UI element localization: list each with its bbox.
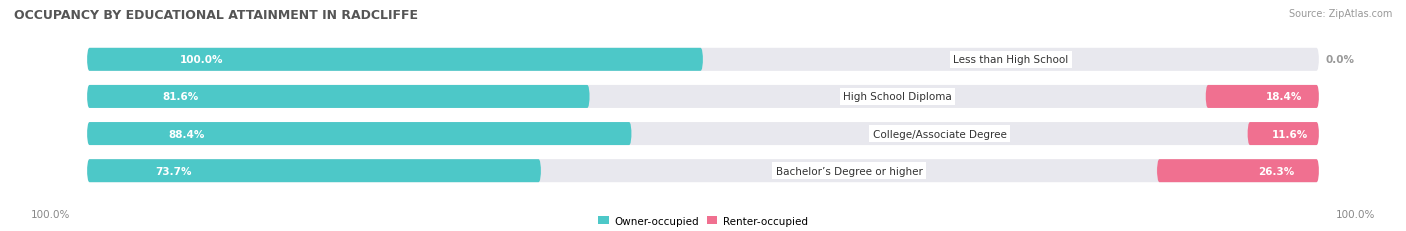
- FancyBboxPatch shape: [87, 85, 1319, 109]
- FancyBboxPatch shape: [87, 122, 631, 146]
- FancyBboxPatch shape: [1157, 159, 1319, 182]
- FancyBboxPatch shape: [1247, 122, 1319, 146]
- FancyBboxPatch shape: [87, 159, 1319, 182]
- FancyBboxPatch shape: [87, 159, 541, 182]
- Text: High School Diploma: High School Diploma: [844, 92, 952, 102]
- FancyBboxPatch shape: [87, 122, 1319, 146]
- Text: 100.0%: 100.0%: [180, 55, 224, 65]
- Text: Source: ZipAtlas.com: Source: ZipAtlas.com: [1288, 9, 1392, 19]
- Text: 100.0%: 100.0%: [31, 210, 70, 219]
- Text: College/Associate Degree: College/Associate Degree: [873, 129, 1007, 139]
- FancyBboxPatch shape: [87, 85, 589, 109]
- Text: 18.4%: 18.4%: [1265, 92, 1302, 102]
- Text: Bachelor’s Degree or higher: Bachelor’s Degree or higher: [776, 166, 922, 176]
- Text: OCCUPANCY BY EDUCATIONAL ATTAINMENT IN RADCLIFFE: OCCUPANCY BY EDUCATIONAL ATTAINMENT IN R…: [14, 9, 418, 22]
- Text: 73.7%: 73.7%: [155, 166, 191, 176]
- Text: 11.6%: 11.6%: [1272, 129, 1308, 139]
- FancyBboxPatch shape: [1205, 85, 1319, 109]
- Legend: Owner-occupied, Renter-occupied: Owner-occupied, Renter-occupied: [599, 216, 807, 226]
- Text: Less than High School: Less than High School: [953, 55, 1069, 65]
- Text: 26.3%: 26.3%: [1258, 166, 1295, 176]
- Text: 81.6%: 81.6%: [163, 92, 198, 102]
- Text: 0.0%: 0.0%: [1324, 55, 1354, 65]
- Text: 100.0%: 100.0%: [1336, 210, 1375, 219]
- FancyBboxPatch shape: [87, 49, 703, 72]
- Text: 88.4%: 88.4%: [169, 129, 205, 139]
- FancyBboxPatch shape: [87, 49, 1319, 72]
